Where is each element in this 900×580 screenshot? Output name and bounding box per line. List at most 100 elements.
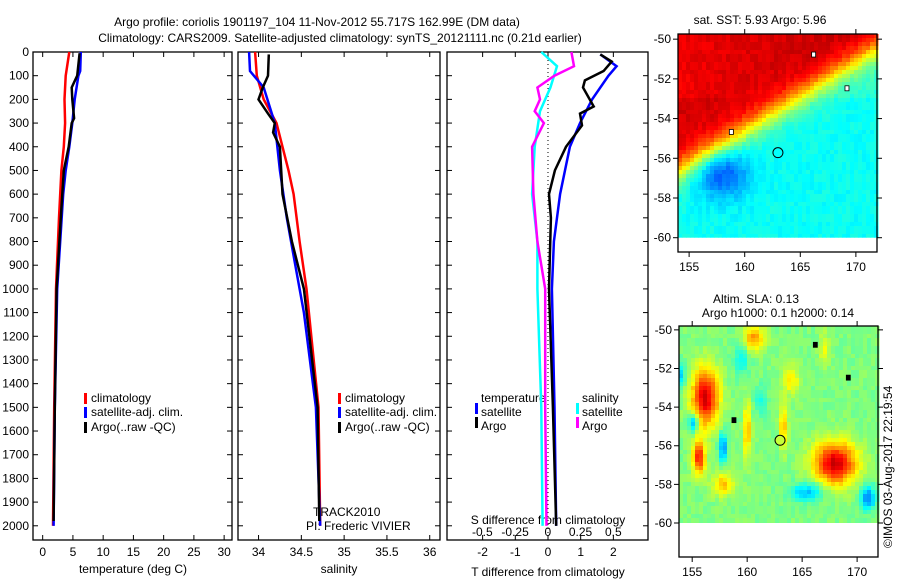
map-cell: [862, 186, 867, 191]
map-cell: [786, 222, 791, 227]
map-cell: [766, 146, 771, 151]
map-cell: [722, 234, 727, 238]
map-cell: [834, 154, 839, 159]
map-cell: [830, 134, 835, 139]
map-cell: [698, 130, 703, 135]
map-cell: [702, 102, 707, 107]
map-cell: [778, 206, 783, 211]
map-cell: [730, 230, 735, 235]
map-cell: [827, 378, 832, 383]
map-cell: [747, 346, 752, 351]
map-cell: [811, 362, 816, 367]
map-cell: [750, 234, 755, 238]
map-cell: [806, 110, 811, 115]
map-cell: [807, 350, 812, 355]
map-cell: [783, 326, 788, 331]
map-cell: [746, 70, 751, 75]
map-cell: [694, 142, 699, 147]
map-cell: [690, 90, 695, 95]
map-cell: [854, 210, 859, 215]
map-cell: [874, 86, 879, 91]
map-cell: [798, 114, 803, 119]
map-cell: [699, 474, 704, 479]
map-cell: [867, 426, 872, 431]
map-cell: [778, 142, 783, 147]
map-cell: [690, 130, 695, 135]
map-cell: [739, 334, 744, 339]
map-cell: [755, 382, 760, 387]
map-cell: [834, 106, 839, 111]
map-cell: [858, 142, 863, 147]
map-cell: [722, 70, 727, 75]
map-cell: [710, 154, 715, 159]
map-cell: [858, 182, 863, 187]
map-cell: [787, 350, 792, 355]
map-cell: [751, 350, 756, 355]
map-cell: [787, 478, 792, 483]
map-cell: [866, 226, 871, 231]
map-cell: [831, 478, 836, 483]
map-cell: [787, 438, 792, 443]
map-cell: [763, 410, 768, 415]
map-cell: [699, 374, 704, 379]
map-cell: [727, 478, 732, 483]
map-cell: [774, 122, 779, 127]
map-cell: [866, 210, 871, 215]
map-cell: [818, 86, 823, 91]
map-cell: [790, 34, 795, 39]
map-cell: [822, 154, 827, 159]
map-cell: [862, 42, 867, 47]
map-cell: [818, 182, 823, 187]
map-cell: [851, 474, 856, 479]
map-cell: [835, 474, 840, 479]
map-cell: [742, 62, 747, 67]
map-cell: [727, 338, 732, 343]
map-cell: [755, 422, 760, 427]
map-cell: [830, 54, 835, 59]
map-cell: [874, 34, 879, 39]
map-cell: [699, 358, 704, 363]
map-cell: [722, 190, 727, 195]
map-cell: [794, 110, 799, 115]
x-tick-label: 35: [337, 545, 351, 559]
map-cell: [770, 78, 775, 83]
map-cell: [783, 342, 788, 347]
map-cell: [763, 490, 768, 495]
map-cell: [715, 378, 720, 383]
map-cell: [854, 50, 859, 55]
map-cell: [814, 62, 819, 67]
map-cell: [754, 34, 759, 39]
map-cell: [790, 50, 795, 55]
map-cell: [838, 82, 843, 87]
map-cell: [759, 494, 764, 499]
map-cell: [863, 354, 868, 359]
map-cell: [847, 330, 852, 335]
map-cell: [722, 222, 727, 227]
map-cell: [794, 150, 799, 155]
map-cell: [815, 450, 820, 455]
map-cell: [710, 146, 715, 151]
map-cell: [754, 46, 759, 51]
map-cell: [803, 426, 808, 431]
map-cell: [731, 446, 736, 451]
map-cell: [795, 402, 800, 407]
map-cell: [758, 210, 763, 215]
map-cell: [862, 122, 867, 127]
map-cell: [839, 382, 844, 387]
map-cell: [795, 342, 800, 347]
map-cell: [794, 222, 799, 227]
map-cell: [822, 202, 827, 207]
map-cell: [690, 54, 695, 59]
map-cell: [790, 150, 795, 155]
map-cell: [803, 330, 808, 335]
map-cell: [706, 134, 711, 139]
track-annotation: TRACK2010: [313, 505, 381, 519]
map-cell: [783, 398, 788, 403]
map-cell: [762, 158, 767, 163]
map-cell: [810, 210, 815, 215]
map-cell: [698, 162, 703, 167]
map-cell: [783, 410, 788, 415]
map-cell: [871, 446, 876, 451]
map-cell: [807, 390, 812, 395]
map-cell: [766, 190, 771, 195]
